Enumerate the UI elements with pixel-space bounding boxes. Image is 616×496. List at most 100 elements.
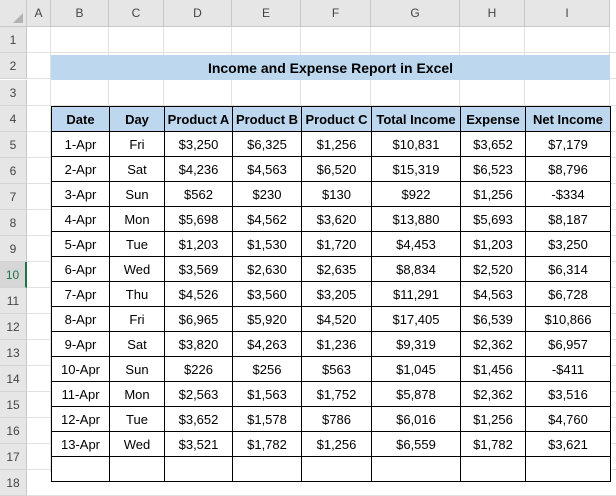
table-cell[interactable]: 9-Apr xyxy=(51,331,110,357)
table-cell[interactable]: 5-Apr xyxy=(51,231,110,257)
table-cell[interactable] xyxy=(301,456,372,482)
table-cell[interactable] xyxy=(371,456,461,482)
table-cell[interactable]: $1,530 xyxy=(232,231,302,257)
row-header-8[interactable]: 8 xyxy=(0,210,27,236)
table-cell[interactable]: $3,620 xyxy=(301,206,372,232)
table-cell[interactable]: $1,720 xyxy=(301,231,372,257)
column-header-2[interactable]: B xyxy=(51,0,109,27)
row-header-18[interactable]: 18 xyxy=(0,470,27,496)
table-cell[interactable]: $1,256 xyxy=(301,131,372,157)
table-cell[interactable]: Wed xyxy=(109,256,165,282)
table-cell[interactable]: $3,250 xyxy=(525,231,611,257)
row-header-12[interactable]: 12 xyxy=(0,314,27,340)
table-cell[interactable]: $1,752 xyxy=(301,381,372,407)
table-cell[interactable]: $256 xyxy=(232,356,302,382)
row-header-4[interactable]: 4 xyxy=(0,106,27,132)
table-header-cell[interactable]: Product A xyxy=(164,106,233,132)
table-cell[interactable]: $6,965 xyxy=(164,306,233,332)
table-header-cell[interactable]: Date xyxy=(51,106,110,132)
table-cell[interactable]: 10-Apr xyxy=(51,356,110,382)
table-cell[interactable]: $10,866 xyxy=(525,306,611,332)
table-cell[interactable]: Tue xyxy=(109,231,165,257)
table-cell[interactable]: $4,453 xyxy=(371,231,461,257)
table-cell[interactable]: $1,256 xyxy=(301,431,372,457)
table-cell[interactable]: $6,314 xyxy=(525,256,611,282)
table-cell[interactable]: $7,179 xyxy=(525,131,611,157)
table-header-cell[interactable]: Net Income xyxy=(525,106,611,132)
table-cell[interactable]: $8,796 xyxy=(525,156,611,182)
column-header-1[interactable]: A xyxy=(27,0,51,27)
row-header-11[interactable]: 11 xyxy=(0,288,27,314)
row-header-7[interactable]: 7 xyxy=(0,184,27,210)
table-cell[interactable]: $2,635 xyxy=(301,256,372,282)
column-header-5[interactable]: E xyxy=(232,0,301,27)
table-cell[interactable]: $5,920 xyxy=(232,306,302,332)
table-cell[interactable]: $5,698 xyxy=(164,206,233,232)
table-cell[interactable]: $4,760 xyxy=(525,406,611,432)
table-cell[interactable]: $4,263 xyxy=(232,331,302,357)
row-header-16[interactable]: 16 xyxy=(0,418,27,444)
table-cell[interactable]: Fri xyxy=(109,131,165,157)
table-cell[interactable]: $6,523 xyxy=(460,156,526,182)
row-header-13[interactable]: 13 xyxy=(0,340,27,366)
table-cell[interactable]: -$411 xyxy=(525,356,611,382)
table-cell[interactable]: $2,362 xyxy=(460,331,526,357)
table-cell[interactable]: $3,569 xyxy=(164,256,233,282)
table-cell[interactable]: $3,621 xyxy=(525,431,611,457)
select-all-corner[interactable] xyxy=(0,0,27,27)
table-cell[interactable]: Sat xyxy=(109,156,165,182)
column-header-9[interactable]: I xyxy=(525,0,610,27)
table-header-cell[interactable]: Product B xyxy=(232,106,302,132)
table-cell[interactable]: $3,516 xyxy=(525,381,611,407)
column-header-7[interactable]: G xyxy=(371,0,460,27)
table-cell[interactable]: $1,256 xyxy=(460,406,526,432)
table-cell[interactable]: $3,250 xyxy=(164,131,233,157)
table-cell[interactable]: $17,405 xyxy=(371,306,461,332)
table-cell[interactable]: Tue xyxy=(109,406,165,432)
table-cell[interactable]: -$334 xyxy=(525,181,611,207)
table-cell[interactable]: Thu xyxy=(109,281,165,307)
table-cell[interactable]: $3,652 xyxy=(164,406,233,432)
table-cell[interactable]: $6,325 xyxy=(232,131,302,157)
table-cell[interactable]: $2,630 xyxy=(232,256,302,282)
table-cell[interactable] xyxy=(164,456,233,482)
table-cell[interactable]: $3,820 xyxy=(164,331,233,357)
row-header-15[interactable]: 15 xyxy=(0,392,27,418)
table-cell[interactable]: $2,563 xyxy=(164,381,233,407)
table-cell[interactable]: $1,045 xyxy=(371,356,461,382)
table-cell[interactable] xyxy=(232,456,302,482)
table-cell[interactable]: $5,878 xyxy=(371,381,461,407)
row-header-3[interactable]: 3 xyxy=(0,80,27,106)
table-cell[interactable]: $8,834 xyxy=(371,256,461,282)
table-cell[interactable]: $4,520 xyxy=(301,306,372,332)
row-header-14[interactable]: 14 xyxy=(0,366,27,392)
table-cell[interactable]: $1,203 xyxy=(460,231,526,257)
table-cell[interactable]: 11-Apr xyxy=(51,381,110,407)
table-cell[interactable]: $6,520 xyxy=(301,156,372,182)
table-cell[interactable] xyxy=(525,456,611,482)
table-cell[interactable]: $4,236 xyxy=(164,156,233,182)
table-cell[interactable]: $562 xyxy=(164,181,233,207)
table-cell[interactable]: $3,652 xyxy=(460,131,526,157)
column-header-8[interactable]: H xyxy=(460,0,525,27)
table-cell[interactable]: $11,291 xyxy=(371,281,461,307)
table-cell[interactable]: Sat xyxy=(109,331,165,357)
table-cell[interactable]: $1,236 xyxy=(301,331,372,357)
row-header-17[interactable]: 17 xyxy=(0,444,27,470)
table-cell[interactable]: $130 xyxy=(301,181,372,207)
table-header-cell[interactable]: Total Income xyxy=(371,106,461,132)
table-cell[interactable]: $1,782 xyxy=(232,431,302,457)
table-cell[interactable]: $226 xyxy=(164,356,233,382)
table-cell[interactable]: $786 xyxy=(301,406,372,432)
table-cell[interactable]: Fri xyxy=(109,306,165,332)
table-header-cell[interactable]: Expense xyxy=(460,106,526,132)
table-cell[interactable]: $2,362 xyxy=(460,381,526,407)
table-cell[interactable]: Wed xyxy=(109,431,165,457)
table-cell[interactable]: $6,559 xyxy=(371,431,461,457)
row-header-5[interactable]: 5 xyxy=(0,132,27,158)
table-cell[interactable]: $8,187 xyxy=(525,206,611,232)
table-cell[interactable]: $563 xyxy=(301,356,372,382)
table-cell[interactable]: 6-Apr xyxy=(51,256,110,282)
table-cell[interactable]: $6,539 xyxy=(460,306,526,332)
table-cell[interactable]: $6,016 xyxy=(371,406,461,432)
